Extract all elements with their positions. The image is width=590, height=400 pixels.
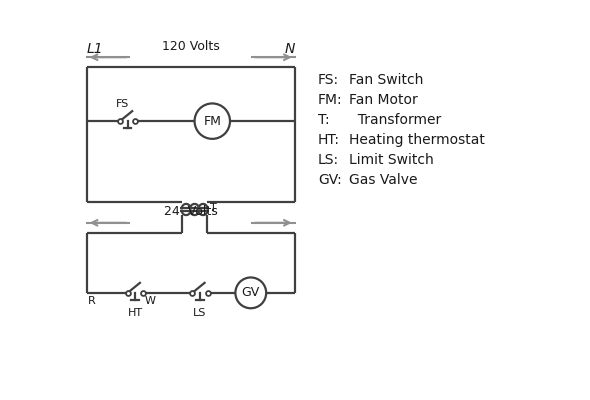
Text: HT:: HT: (318, 133, 340, 147)
Text: Fan Motor: Fan Motor (349, 93, 417, 107)
Text: Limit Switch: Limit Switch (349, 153, 433, 167)
Text: Transformer: Transformer (349, 113, 441, 127)
Text: Fan Switch: Fan Switch (349, 73, 423, 87)
Text: N: N (284, 42, 294, 56)
Text: GV:: GV: (318, 173, 342, 187)
Text: GV: GV (242, 286, 260, 299)
Text: L1: L1 (87, 42, 103, 56)
Text: Heating thermostat: Heating thermostat (349, 133, 484, 147)
Text: FM:: FM: (318, 93, 342, 107)
Text: R: R (88, 296, 96, 306)
Text: 24  Volts: 24 Volts (164, 205, 218, 218)
Text: LS:: LS: (318, 153, 339, 167)
Text: T:: T: (318, 113, 329, 127)
Text: 120 Volts: 120 Volts (162, 40, 219, 53)
Text: FS:: FS: (318, 73, 339, 87)
Text: T: T (211, 203, 217, 213)
Text: Gas Valve: Gas Valve (349, 173, 417, 187)
Text: HT: HT (127, 308, 143, 318)
Text: W: W (145, 296, 156, 306)
Text: FS: FS (116, 99, 130, 109)
Text: FM: FM (204, 115, 221, 128)
Text: LS: LS (194, 308, 206, 318)
